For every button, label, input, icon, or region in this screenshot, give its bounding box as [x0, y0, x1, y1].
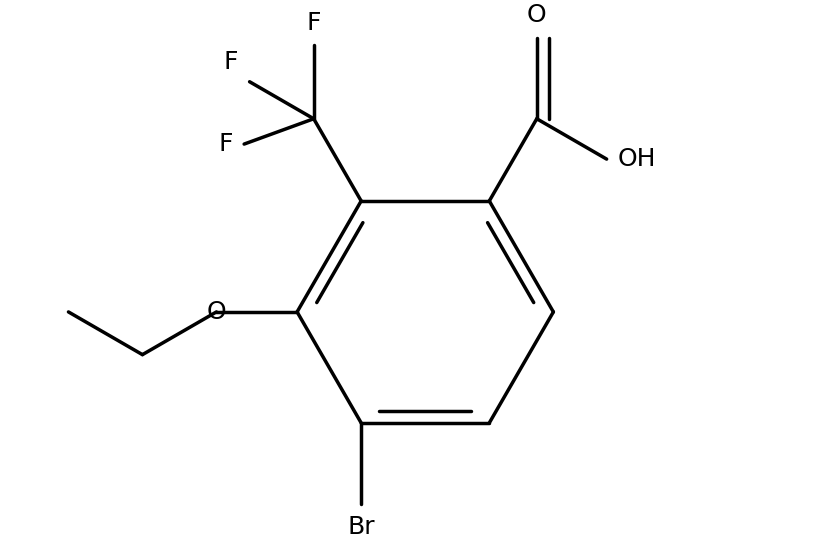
- Text: O: O: [206, 300, 226, 324]
- Text: OH: OH: [618, 147, 657, 171]
- Text: O: O: [527, 3, 547, 26]
- Text: F: F: [219, 132, 233, 156]
- Text: F: F: [224, 50, 238, 74]
- Text: Br: Br: [348, 515, 375, 539]
- Text: F: F: [307, 11, 321, 35]
